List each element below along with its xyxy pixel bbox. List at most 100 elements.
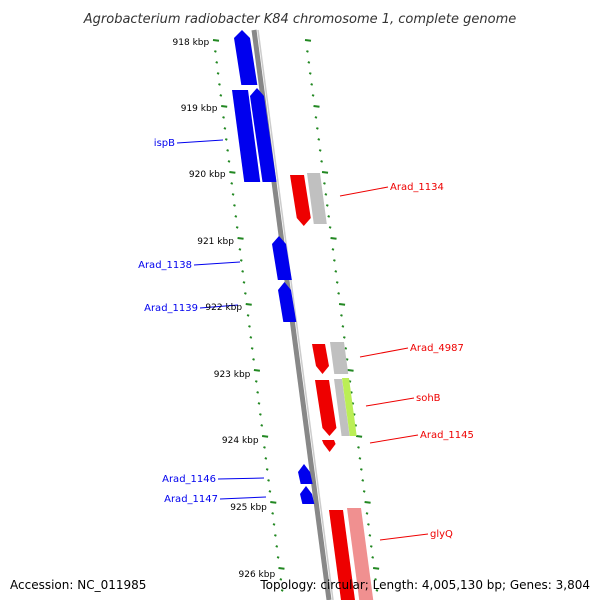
gene-Arad_4987 [312,344,329,374]
ruler-tick [215,61,219,64]
ruler-tick [257,402,261,405]
left-ruler [212,39,285,592]
ruler-tick [250,347,254,350]
gene-label-Arad_1146[interactable]: Arad_1146 [162,474,216,485]
gene-glyQ [329,510,355,600]
ruler-tick [325,204,329,207]
ruler-tick [304,39,312,42]
ruler-tick [365,512,369,515]
gene-Arad_1145 [322,440,336,452]
gene-arrow-reverse [250,88,277,182]
ruler-tick [361,479,365,482]
ruler-tick [252,358,255,361]
label-leader-line [199,304,239,309]
ruler-tick [278,567,285,570]
ruler-tick [253,369,261,372]
kbp-label: 920 kbp [189,170,226,180]
kbp-label: 919 kbp [181,104,218,114]
ruler-tick [327,215,331,218]
label-leader-line [193,261,241,266]
ruler-tick [238,248,242,251]
gene-arrow-reverse [234,30,258,85]
ruler-tick [331,248,335,251]
genome-summary-text: Topology: circular; Length: 4,005,130 bp… [260,578,590,592]
gene-Arad_1138 [272,236,292,280]
ruler-tick [244,292,247,295]
kbp-label: 924 kbp [222,436,259,446]
ruler-tick [226,149,230,152]
ruler-tick [224,138,228,141]
gene-label-ispB[interactable]: ispB [154,138,175,149]
ruler-tick [368,534,372,537]
ruler-tick [268,490,272,493]
ruler-tick [362,490,366,493]
kbp-label: 926 kbp [239,570,276,580]
ruler-tick [320,160,323,163]
ruler-tick [241,270,245,273]
kbp-label: 922 kbp [205,303,242,313]
map-title: Agrobacterium radiobacter K84 chromosome… [83,12,516,27]
gene-label-glyQ[interactable]: glyQ [430,529,453,540]
ruler-tick [219,94,223,97]
gene-label-sohB[interactable]: sohB [416,393,441,404]
gene-label-Arad_1145[interactable]: Arad_1145 [420,430,474,441]
ruler-tick [222,116,225,119]
gene-label-Arad_4987[interactable]: Arad_4987 [410,343,464,354]
ruler-tick [270,501,277,504]
ruler-tick [340,314,343,317]
ruler-tick [364,501,371,504]
ruler-tick [275,545,279,548]
label-leader-line [176,139,224,144]
gene-label-Arad_1134[interactable]: Arad_1134 [390,182,444,193]
ruler-tick [261,435,269,438]
ruler-tick [233,204,236,207]
ruler-tick [323,182,326,185]
kbp-label: 918 kbp [173,38,210,48]
ruler-tick [216,72,220,75]
ruler-tick [324,193,328,196]
ruler-tick [369,545,373,548]
ruler-tick [372,567,380,570]
gene-Arad_1134 [290,175,311,226]
ruler-tick [317,138,321,141]
ruler-tick [306,50,309,53]
gene-Arad_1139 [278,282,297,322]
ruler-tick [237,237,244,240]
ruler-tick [342,336,346,339]
homolog-glyQ [347,508,374,600]
ruler-tick [242,281,246,284]
ruler-tick [213,50,217,53]
ruler-tick [245,303,252,306]
ruler-tick [260,424,264,427]
ruler-tick [347,369,354,372]
homolog-Arad_1134 [307,173,327,224]
gene-label-Arad_1138[interactable]: Arad_1138 [138,260,192,271]
accession-text: Accession: NC_011985 [10,578,147,592]
ruler-tick [234,215,238,218]
ruler-tick [367,523,370,526]
ruler-tick [321,171,329,174]
gene-label-Arad_1139[interactable]: Arad_1139 [144,303,198,314]
ruler-tick [375,589,379,592]
ruler-tick [272,523,276,526]
ruler-tick [344,347,348,350]
gene-ispB [232,90,261,182]
ruler-tick [308,72,312,75]
label-leader-line [219,496,267,500]
ruler-tick [271,512,275,515]
ruler-tick [254,380,258,383]
gene-Arad_1147 [300,486,315,504]
ruler-tick [371,556,375,559]
kbp-label: 921 kbp [197,237,234,247]
ruler-tick [218,83,221,86]
ruler-tick [357,446,360,449]
gene-labels: ispB Arad_1138 Arad_1139 Arad_1146 Arad_1147… [138,138,474,541]
gene-label-Arad_1147[interactable]: Arad_1147 [164,494,218,505]
ruler-tick [318,149,322,152]
ruler-tick [338,303,346,306]
label-leader-line [379,533,429,541]
gene-sohB [315,380,337,436]
gene-features [232,30,374,600]
